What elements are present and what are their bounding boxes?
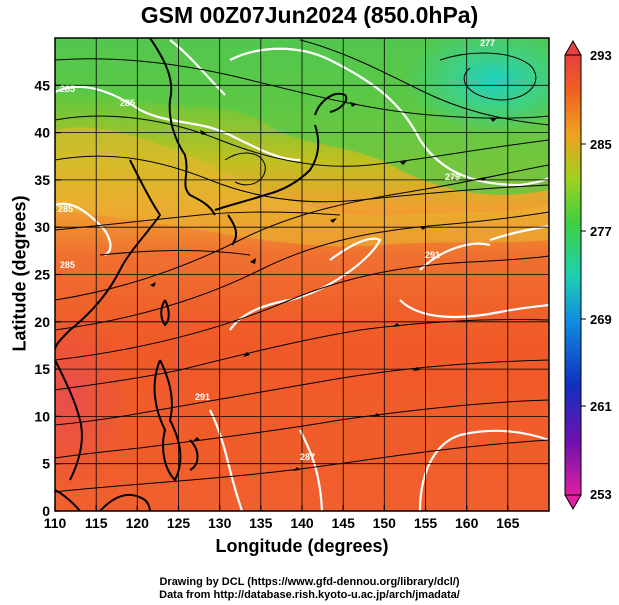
colorbar-gradient xyxy=(565,55,581,495)
y-axis-label: Latitude (degrees) xyxy=(9,195,30,352)
credit-line-drawing: Drawing by DCL (https://www.gfd-dennou.o… xyxy=(159,576,460,588)
contour-label: 285 xyxy=(60,260,75,270)
contour-label: 285 xyxy=(58,204,73,214)
y-tick-label: 5 xyxy=(42,456,50,472)
contour-label: 291 xyxy=(425,250,440,260)
y-tick-label: 35 xyxy=(34,172,50,188)
isotherm-contours xyxy=(55,39,549,511)
credit-line-data: Data from http://database.rish.kyoto-u.a… xyxy=(159,589,460,601)
colorbar-label: 253 xyxy=(590,487,612,502)
colorbar-top-arrow xyxy=(564,39,582,56)
contour-label: 287 xyxy=(300,452,315,462)
x-tick-label: 120 xyxy=(126,515,150,531)
y-tick-label: 15 xyxy=(34,361,50,377)
x-tick-marks xyxy=(54,505,509,511)
grid-lines xyxy=(55,38,549,511)
y-tick-label: 0 xyxy=(42,503,50,519)
y-tick-label: 30 xyxy=(34,219,50,235)
x-tick-label: 165 xyxy=(496,515,520,531)
contour-label: 291 xyxy=(195,392,210,402)
colorbar-frame xyxy=(564,54,582,496)
y-tick-label: 10 xyxy=(34,408,50,424)
colorbar-label: 293 xyxy=(590,48,612,63)
y-tick-label: 25 xyxy=(34,267,50,283)
x-tick-label: 145 xyxy=(332,515,356,531)
y-tick-label: 45 xyxy=(34,77,50,93)
y-tick-label: 40 xyxy=(34,125,50,141)
contour-label: 285 xyxy=(120,98,135,108)
x-tick-label: 130 xyxy=(208,515,232,531)
x-tick-label: 110 xyxy=(44,515,67,531)
colorbar-label: 285 xyxy=(590,137,612,152)
x-tick-label: 150 xyxy=(373,515,397,531)
x-tick-label: 140 xyxy=(290,515,314,531)
y-tick-labels: 0 5 10 15 20 25 30 35 40 45 xyxy=(34,77,50,519)
y-tick-marks xyxy=(55,84,61,512)
x-axis-label: Longitude (degrees) xyxy=(215,536,389,556)
y-tick-label: 20 xyxy=(34,314,50,330)
contour-label: 285 xyxy=(60,84,75,94)
contour-label: 279 xyxy=(445,172,460,182)
x-tick-labels: 110 115 120 125 130 135 140 145 150 155 … xyxy=(44,515,520,531)
contour-label: 277 xyxy=(480,38,495,48)
x-tick-label: 125 xyxy=(167,515,191,531)
colorbar-bottom-arrow xyxy=(564,494,582,511)
colorbar-label: 261 xyxy=(590,399,612,414)
x-tick-label: 115 xyxy=(85,515,108,531)
x-tick-label: 160 xyxy=(455,515,479,531)
x-tick-label: 155 xyxy=(414,515,438,531)
colorbar-label: 269 xyxy=(590,312,612,327)
contour-value-labels: 285 285 285 285 291 291 277 279 287 xyxy=(58,38,495,462)
x-tick-label: 135 xyxy=(249,515,273,531)
page-title: GSM 00Z07Jun2024 (850.0hPa) xyxy=(140,2,479,28)
colorbar-labels: 293 285 277 269 261 253 xyxy=(590,48,612,502)
colorbar: 293 285 277 269 261 253 xyxy=(564,39,612,511)
coastlines xyxy=(55,38,348,511)
colorbar-label: 277 xyxy=(590,224,612,239)
